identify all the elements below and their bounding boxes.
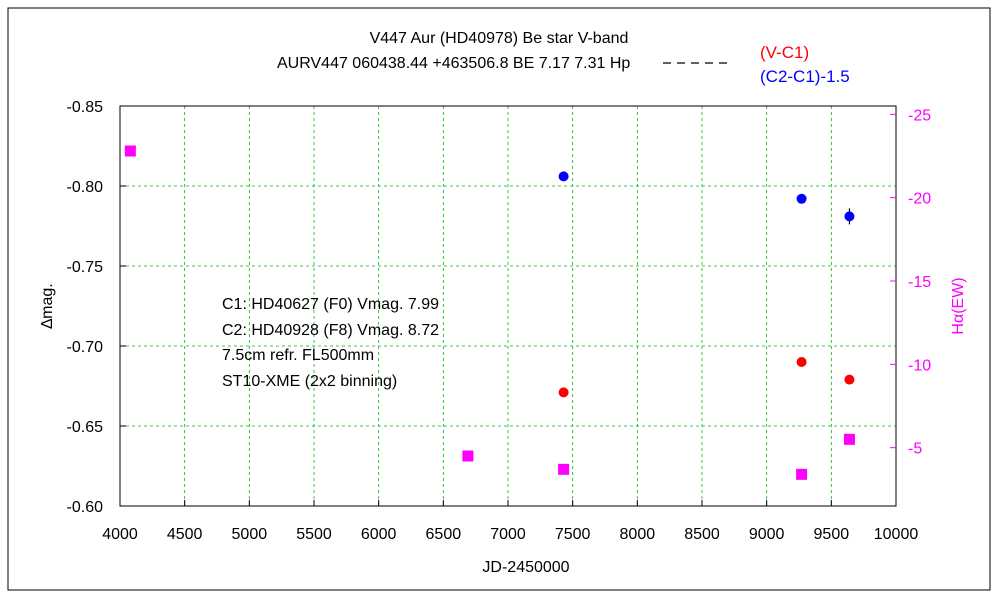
y-left-tick-label: -0.70 (67, 339, 104, 356)
y-left-tick-label: -0.80 (67, 179, 104, 196)
outer-border (7, 7, 991, 591)
x-tick-label: 9000 (749, 526, 785, 543)
x-axis: 4000 4500 5000 5500 6000 6500 7000 7500 8000 8500… (102, 500, 918, 543)
annotation-line-1: C1: HD40627 (F0) Vmag. 7.99 (222, 296, 439, 313)
data-point-halpha (462, 450, 474, 462)
x-tick-label: 4000 (102, 526, 138, 543)
data-point-halpha (124, 145, 136, 157)
x-tick-label: 6000 (361, 526, 397, 543)
data-point-halpha (558, 463, 570, 475)
data-point-c2-c1 (844, 211, 855, 222)
x-tick-label: 8000 (620, 526, 656, 543)
y-left-axis-label: ∆mag. (39, 283, 56, 328)
annotation-line-4: ST10-XME (2x2 binning) (222, 373, 397, 390)
grid (120, 106, 896, 506)
data-point-v-c1 (558, 387, 569, 398)
data-point-c2-c1 (558, 171, 569, 182)
y-left-axis: -0.85 -0.80 -0.75 -0.70 -0.65 -0.60 (67, 99, 126, 516)
x-tick-label: 5500 (296, 526, 332, 543)
x-axis-label: JD-2450000 (482, 559, 569, 576)
x-tick-label: 6500 (426, 526, 462, 543)
y-right-axis-label: Hα(EW) (950, 277, 967, 334)
annotation-line-3: 7.5cm refr. FL500mm (222, 347, 374, 364)
y-left-tick-label: -0.85 (67, 99, 104, 116)
x-tick-label: 5000 (232, 526, 268, 543)
chart-title-line1: V447 Aur (HD40978) Be star V-band (370, 30, 629, 47)
y-left-tick-label: -0.60 (67, 499, 104, 516)
data-point-c2-c1 (796, 193, 807, 204)
data-point-halpha (796, 468, 808, 480)
x-tick-label: 4500 (167, 526, 203, 543)
annotation-line-2: C2: HD40928 (F8) Vmag. 8.72 (222, 322, 439, 339)
y-left-tick-label: -0.75 (67, 259, 104, 276)
legend-entry-c2-c1: (C2-C1)-1.5 (760, 67, 850, 86)
x-tick-label: 9500 (814, 526, 850, 543)
y-right-tick-label: -25 (908, 107, 931, 124)
y-right-axis: -25 -20 -15 -10 -5 (890, 107, 931, 458)
chart-title-line2: AURV447 060438.44 +463506.8 BE 7.17 7.31… (277, 55, 630, 72)
data-point-halpha (843, 433, 855, 445)
x-tick-label: 8500 (684, 526, 720, 543)
x-tick-label: 10000 (874, 526, 919, 543)
x-tick-label: 7000 (490, 526, 526, 543)
y-right-tick-label: -5 (908, 441, 922, 458)
x-tick-label: 7500 (555, 526, 591, 543)
data-point-v-c1 (796, 357, 807, 367)
legend-entry-v-c1: (V-C1) (760, 43, 809, 62)
y-right-tick-label: -10 (908, 357, 931, 374)
y-right-tick-label: -20 (908, 191, 931, 208)
y-right-tick-label: -15 (908, 274, 931, 291)
y-left-tick-label: -0.65 (67, 419, 104, 436)
data-marks (124, 145, 855, 480)
data-point-v-c1 (844, 374, 855, 385)
